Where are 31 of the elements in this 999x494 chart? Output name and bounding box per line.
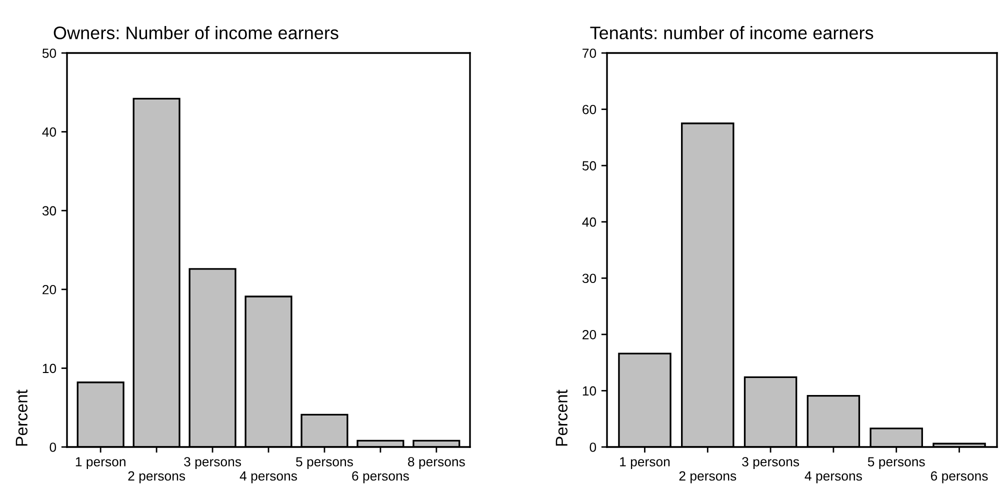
y-tick-label: 30 [582,274,596,284]
x-tick-label: 4 persons [804,471,862,484]
y-tick-label: 70 [582,48,596,58]
y-tick-label: 0 [590,442,596,452]
x-tick-label: 2 persons [128,471,186,484]
x-tick-label: 8 persons [408,457,465,470]
y-tick-label: 0 [50,442,56,452]
x-tick-label: 3 persons [742,457,800,470]
y-tick-label: 30 [42,206,56,216]
y-tick-label: 40 [42,127,56,137]
y-tick-label: 40 [582,217,596,227]
y-tick-label: 20 [42,284,56,294]
y-axis-title: Percent [16,390,28,446]
y-tick-label: 50 [42,48,56,58]
x-tick-label: 5 persons [868,457,925,470]
y-tick-label: 10 [42,364,56,374]
x-tick-label: 6 persons [352,471,409,484]
y-axis-title: Percent [556,390,568,446]
y-tick-label: 20 [582,330,596,340]
y-tick-label: 10 [582,386,596,396]
x-tick-label: 2 persons [679,471,736,484]
x-tick-label: 5 persons [296,457,353,470]
x-tick-label: 6 persons [930,471,988,484]
x-tick-label: 4 persons [240,471,297,484]
x-tick-label: 3 persons [184,457,242,470]
x-tick-label: 1 person [620,457,670,470]
y-tick-label: 50 [582,161,596,170]
chart-title: Owners: Number of income earners [54,26,338,40]
y-tick-label: 60 [582,104,596,114]
x-tick-label: 1 person [76,457,126,470]
chart-title: Tenants: number of income earners [590,26,874,40]
